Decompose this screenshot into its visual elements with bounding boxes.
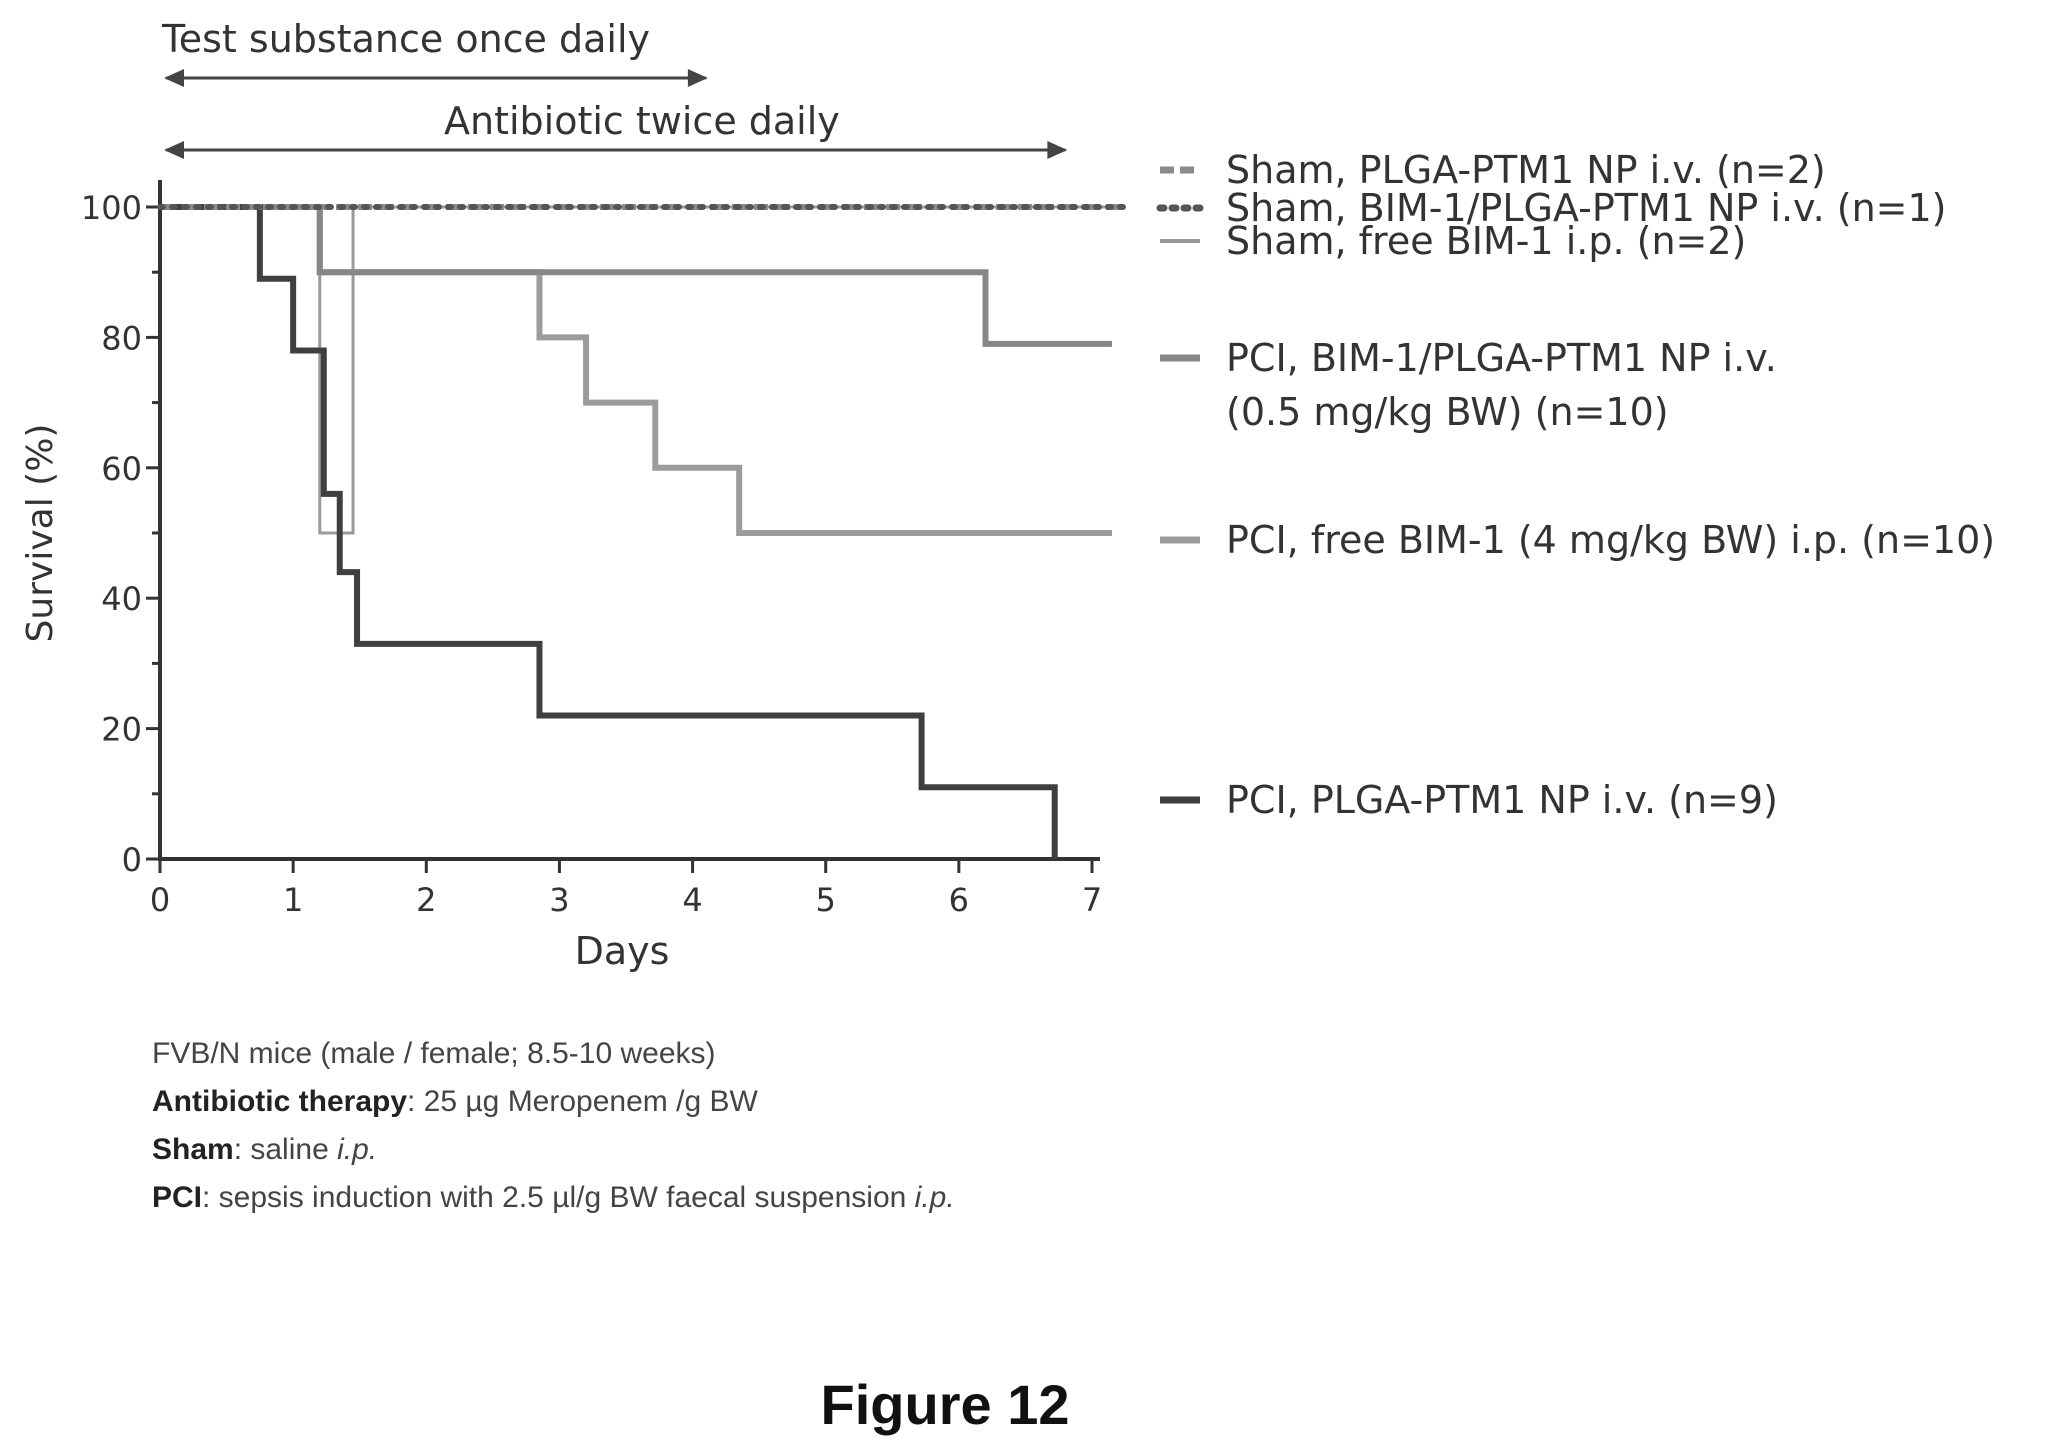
annotation-arrowhead (687, 69, 708, 87)
x-tick-label: 0 (150, 881, 170, 919)
y-tick-label: 80 (101, 319, 142, 357)
legend-entry: Sham, BIM-1/PLGA-PTM1 NP i.v. (n=1) (1226, 186, 1947, 230)
x-tick-label: 7 (1082, 881, 1102, 919)
figure-caption: Figure 12 (820, 1373, 1070, 1436)
y-tick-label: 20 (101, 711, 142, 749)
legend-entry-line: (0.5 mg/kg BW) (n=10) (1226, 390, 1669, 434)
x-tick-label: 3 (549, 881, 569, 919)
methods-notes: FVB/N mice (male / female; 8.5-10 weeks)… (152, 1030, 955, 1222)
x-tick-label: 6 (949, 881, 969, 919)
y-tick-label: 60 (101, 450, 142, 488)
notes-line-mice: FVB/N mice (male / female; 8.5-10 weeks) (152, 1037, 716, 1070)
annotation-arrowhead (164, 69, 184, 87)
x-tick-label: 2 (416, 881, 436, 919)
y-axis-label: Survival (%) (20, 424, 61, 643)
series-line (160, 204, 1112, 347)
annotation-arrowhead (1047, 141, 1068, 159)
notes-line-antibiotic: Antibiotic therapy: 25 µg Meropenem /g B… (152, 1085, 758, 1118)
notes-line-pci: PCI: sepsis induction with 2.5 µl/g BW f… (152, 1181, 955, 1214)
legend-entry-line: PCI, BIM-1/PLGA-PTM1 NP i.v. (1226, 336, 1777, 380)
annotation-arrowhead (164, 141, 184, 159)
x-tick-label: 4 (682, 881, 702, 919)
series-line (160, 204, 1112, 536)
legend-entry: Sham, free BIM-1 i.p. (n=2) (1226, 219, 1746, 263)
axes: 0 20 40 60 80 100 0 1 2 3 4 5 6 7 Days Survival (%) (20, 180, 1102, 973)
y-tick-label: 0 (122, 841, 142, 879)
x-tick-label: 5 (816, 881, 836, 919)
legend-entry: Sham, PLGA-PTM1 NP i.v. (n=2) (1226, 148, 1826, 192)
x-tick-label: 1 (283, 881, 303, 919)
notes-line-sham: Sham: saline i.p. (152, 1133, 378, 1166)
series-line (160, 205, 1126, 535)
series-line (160, 204, 1058, 859)
x-axis-label: Days (575, 929, 670, 973)
legend: Sham, PLGA-PTM1 NP i.v. (n=2)Sham, BIM-1… (1156, 148, 1995, 822)
y-tick-label: 40 (101, 580, 142, 618)
annotation-label: Antibiotic twice daily (444, 99, 840, 143)
y-tick-label: 100 (81, 189, 142, 227)
legend-entry: PCI, free BIM-1 (4 mg/kg BW) i.p. (n=10) (1226, 518, 1995, 562)
legend-entry: PCI, PLGA-PTM1 NP i.v. (n=9) (1226, 778, 1778, 822)
survival-lines (157, 204, 1129, 859)
legend-entry: PCI, BIM-1/PLGA-PTM1 NP i.v. (0.5 mg/kg B… (1226, 336, 1777, 434)
annotation-label: Test substance once daily (161, 17, 650, 61)
treatment-annotations: Test substance once daily Antibiotic twic… (161, 17, 1068, 159)
